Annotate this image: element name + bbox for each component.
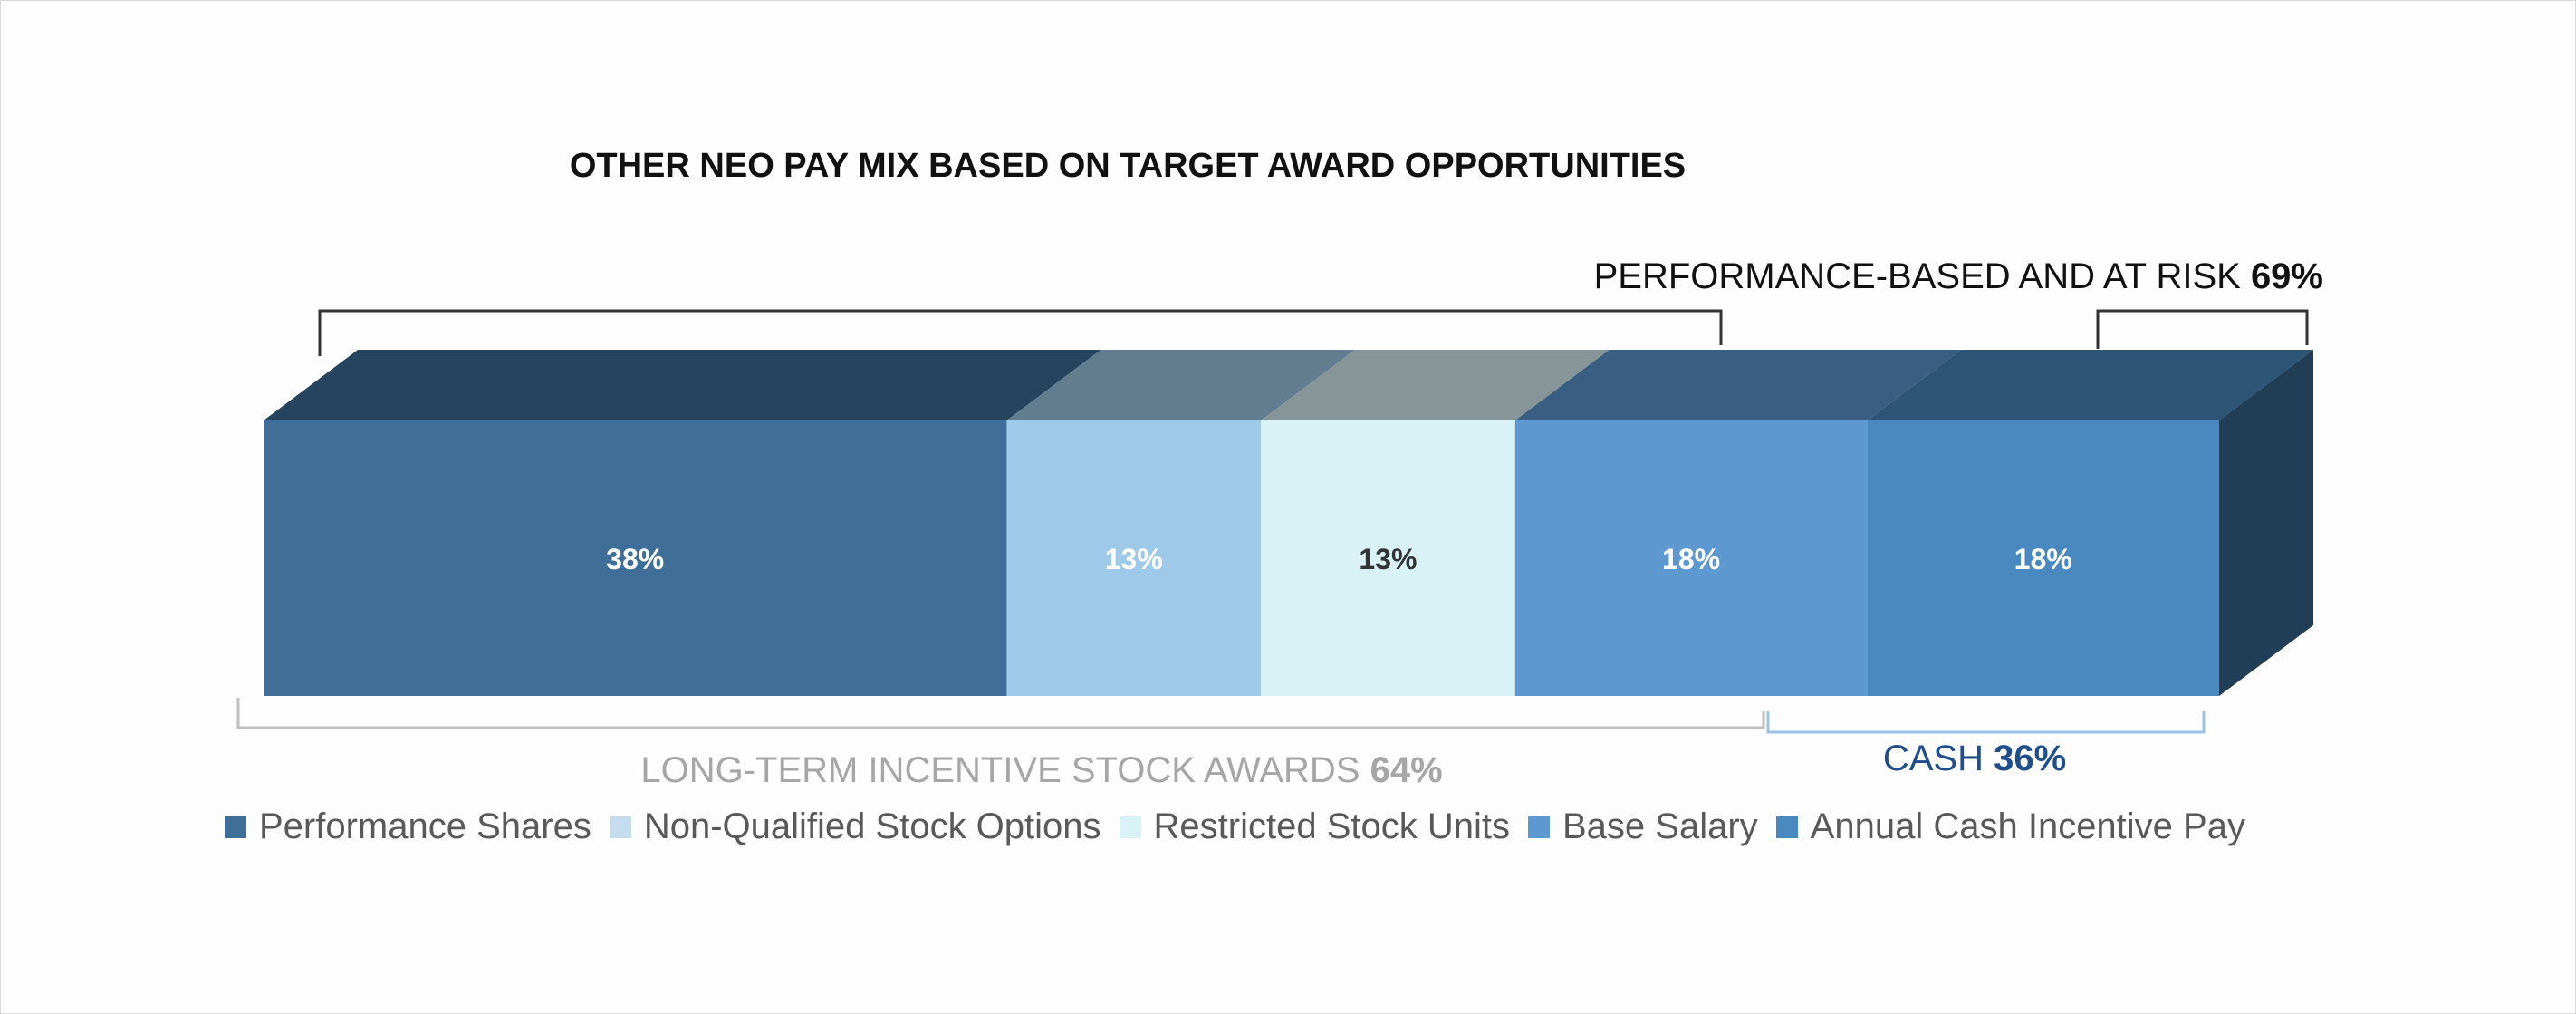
data-label-base-salary: 18% [1662, 543, 1720, 575]
performance-annotation-value: 69% [2251, 256, 2323, 296]
legend-item: Annual Cash Incentive Pay [1775, 806, 2245, 847]
legend-swatch-annual-cash-incentive-pay [1775, 816, 1798, 838]
long-term-annotation-text: LONG-TERM INCENTIVE STOCK AWARDS [640, 750, 1370, 790]
long-term-annotation-value: 64% [1370, 750, 1443, 790]
bar-top-base-salary [1514, 350, 1962, 420]
legend-label: Annual Cash Incentive Pay [1810, 806, 2245, 846]
legend-item: Performance Shares [225, 806, 591, 847]
bar-segment-non-qualified-stock-options [1006, 420, 1262, 696]
bar-top-annual-cash-incentive-pay [1867, 350, 2313, 420]
legend: Performance Shares Non-Qualified Stock O… [225, 806, 2359, 847]
chart-title: OTHER NEO PAY MIX BASED ON TARGET AWARD … [570, 147, 1686, 185]
long-term-bracket [236, 698, 1765, 729]
legend-swatch-non-qualified-stock-options [609, 816, 631, 838]
legend-label: Restricted Stock Units [1153, 806, 1510, 846]
bar-segment-restricted-stock-units [1261, 420, 1515, 696]
data-label-performance-shares: 38% [606, 543, 664, 575]
legend-item: Restricted Stock Units [1119, 806, 1510, 847]
cash-annotation-value: 36% [1994, 739, 2066, 778]
performance-bracket [318, 309, 2309, 356]
bar-top-non-qualified-stock-options [1006, 350, 1356, 420]
bar-segment-performance-shares [264, 420, 1007, 696]
bar-top-performance-shares [264, 350, 1101, 420]
legend-label: Base Salary [1562, 806, 1758, 846]
legend-swatch-restricted-stock-units [1119, 816, 1141, 838]
cash-annotation: CASH 36% [1883, 739, 2066, 778]
legend-swatch-performance-shares [225, 816, 246, 838]
data-label-restricted-stock-units: 13% [1359, 543, 1417, 575]
data-label-non-qualified-stock-options: 13% [1105, 543, 1163, 575]
legend-label: Performance Shares [259, 806, 591, 846]
cash-annotation-text: CASH [1883, 739, 1994, 778]
long-term-annotation: LONG-TERM INCENTIVE STOCK AWARDS 64% [640, 750, 1442, 790]
bar-top-restricted-stock-units [1261, 350, 1610, 420]
legend-swatch-base-salary [1528, 816, 1550, 838]
performance-annotation: PERFORMANCE-BASED AND AT RISK 69% [1594, 256, 2323, 296]
performance-annotation-text: PERFORMANCE-BASED AND AT RISK [1594, 256, 2251, 296]
bar-segment-annual-cash-incentive-pay [1867, 420, 2219, 696]
data-label-annual-cash-incentive-pay: 18% [2014, 543, 2072, 575]
bar-segment-base-salary [1514, 420, 1868, 696]
legend-item: Non-Qualified Stock Options [609, 806, 1101, 847]
legend-label: Non-Qualified Stock Options [643, 806, 1101, 846]
legend-item: Base Salary [1528, 806, 1758, 847]
bar-side-annual-cash-incentive-pay [2219, 350, 2313, 696]
cash-bracket [1766, 711, 2206, 734]
stacked-bar: 38% 13% 13% 18% 18% [264, 350, 2313, 696]
